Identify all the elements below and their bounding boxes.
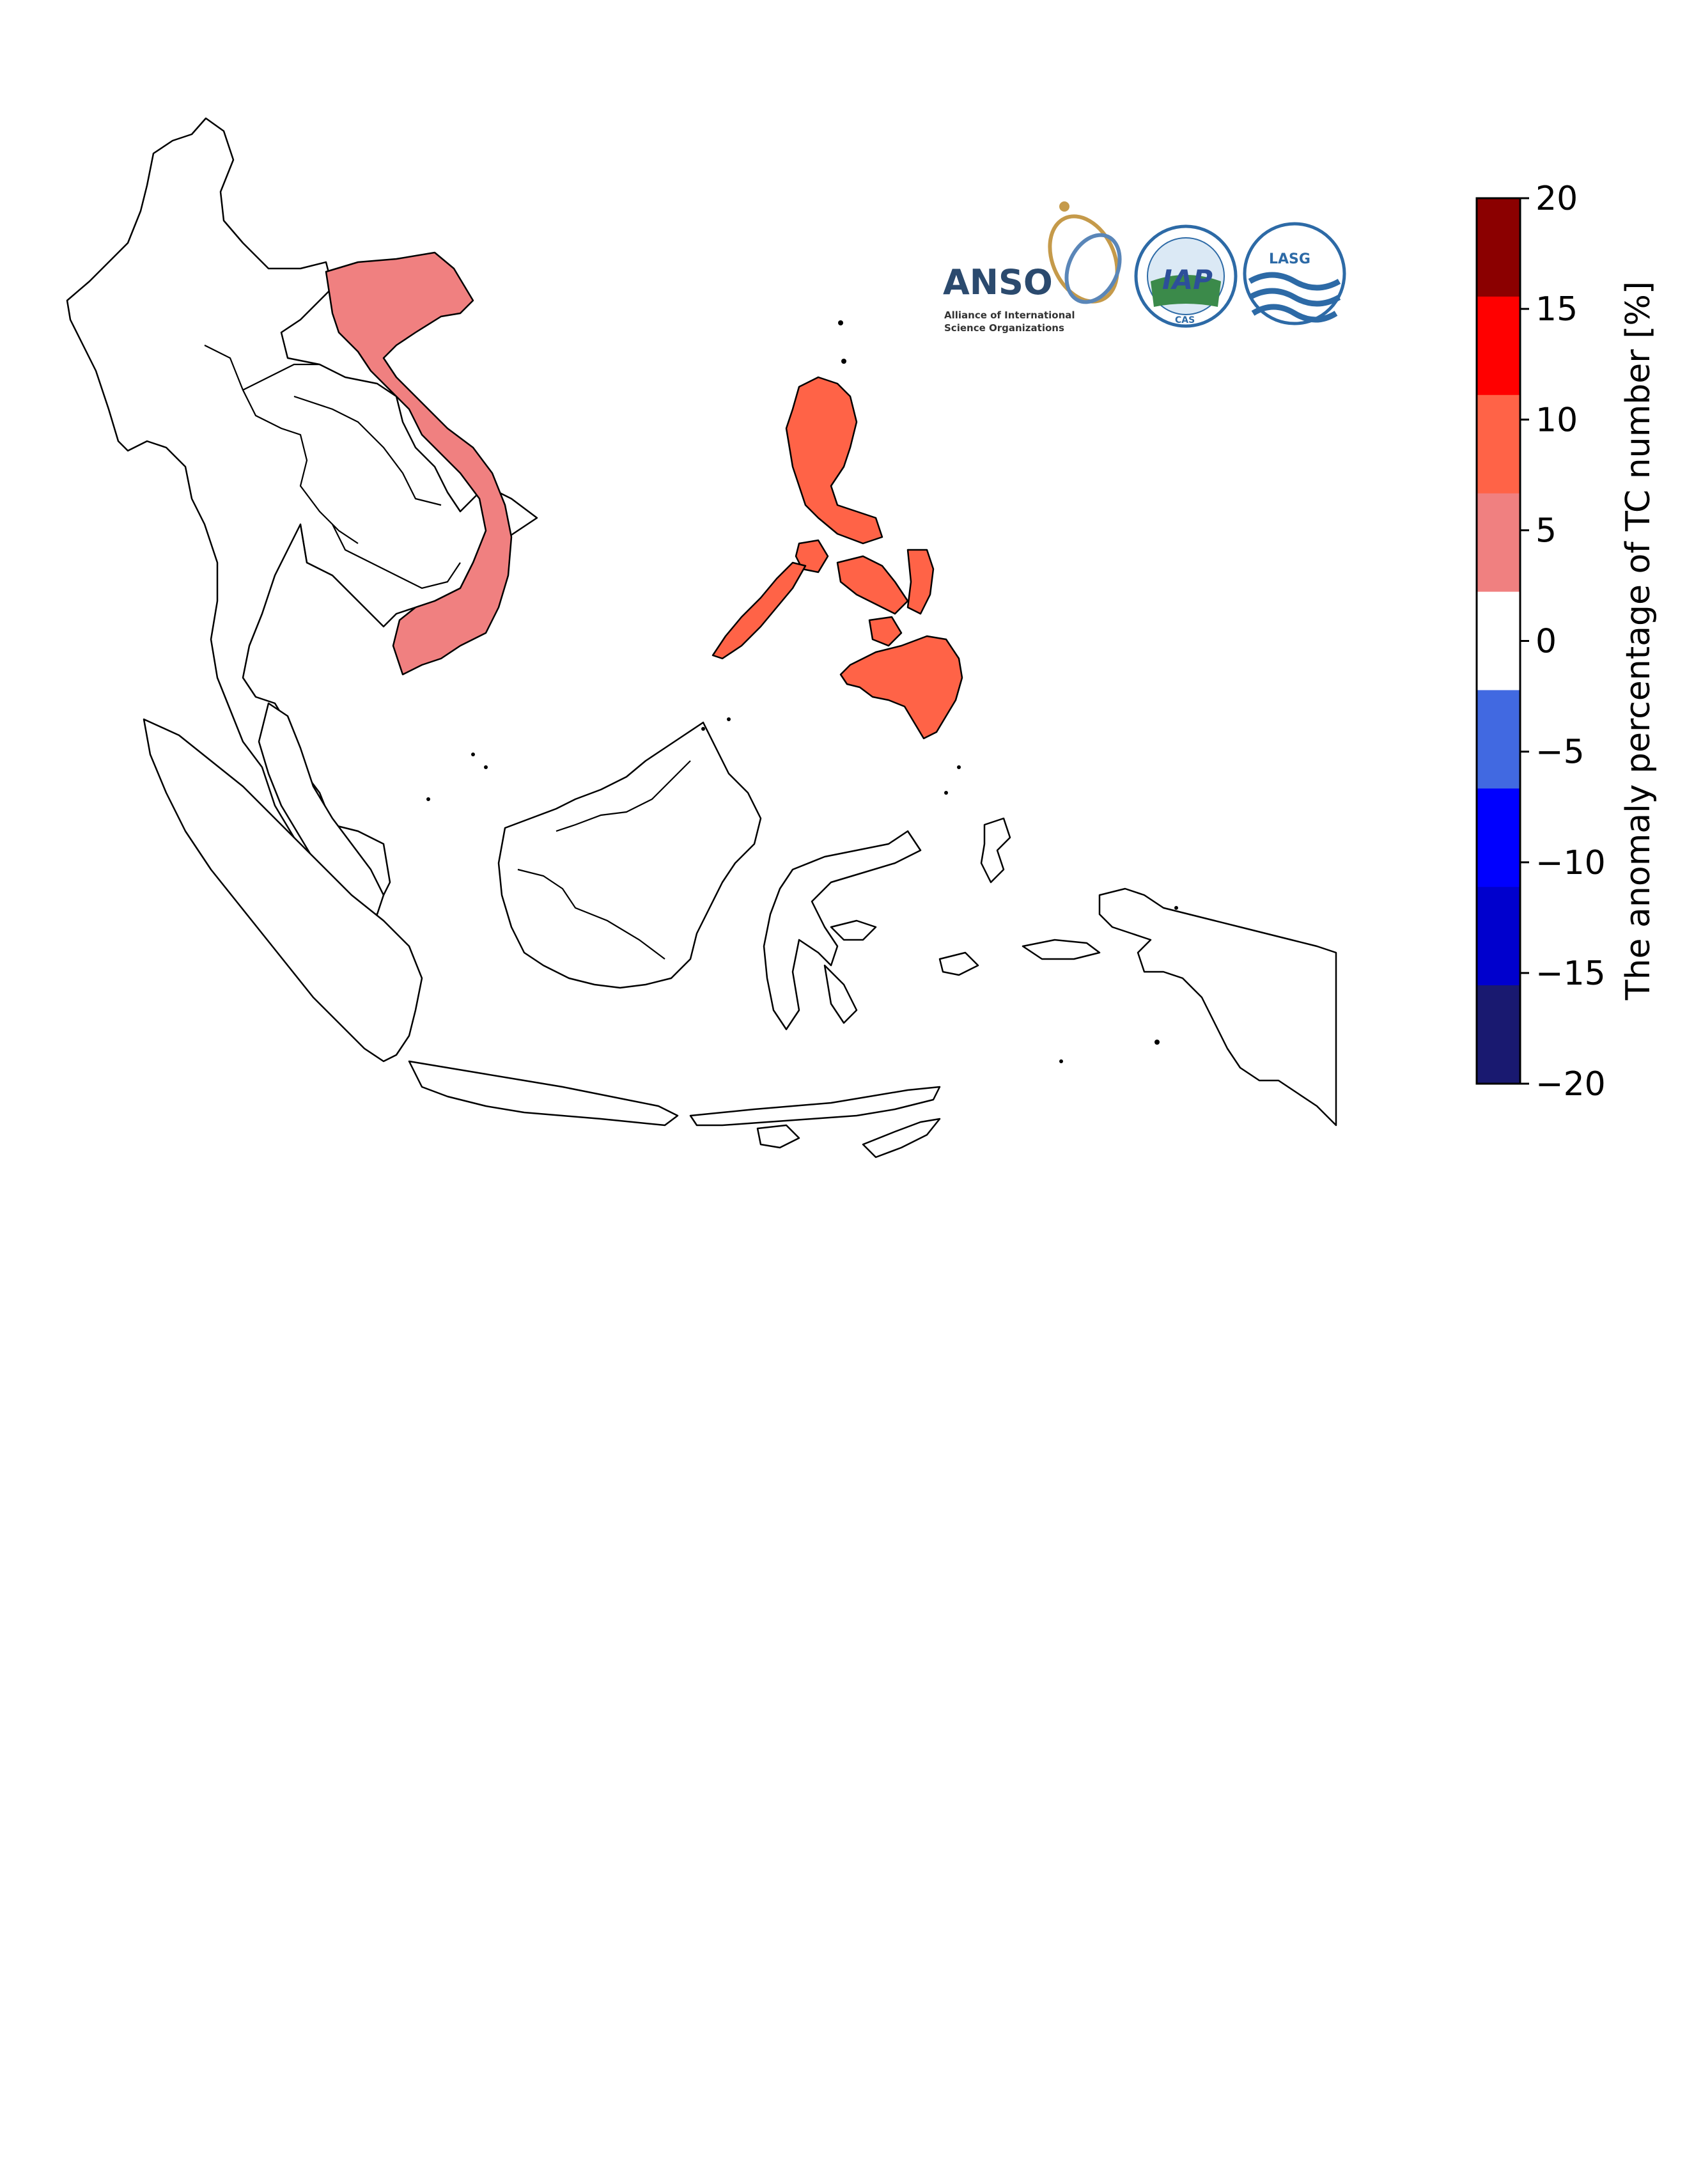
small-islands [426, 320, 1178, 1063]
anso-logo: ANSO Alliance of International Science O… [943, 201, 1122, 334]
colorbar-bin [1477, 493, 1520, 593]
sulawesi-land [763, 830, 922, 1031]
sumatra-land [143, 718, 423, 1063]
region-vietnam [325, 251, 513, 676]
lasg-name: LASG [1269, 251, 1310, 267]
colorbar-tick-label: 10 [1535, 401, 1578, 439]
seram-land [1022, 939, 1101, 960]
new-guinea-land [1098, 887, 1337, 1127]
colorbar: 20 15 10 5 0 −5 −10 −15 −20 The anomaly percenta… [1475, 180, 1658, 1104]
colorbar-bin [1477, 985, 1520, 1084]
colorbar-tick-label: −10 [1535, 844, 1606, 882]
region-philippines [711, 376, 963, 740]
borneo-borders [517, 760, 691, 960]
mindoro-land [795, 539, 829, 573]
mainland-land [66, 117, 538, 916]
iap-logo: IAP CAS [1134, 224, 1238, 328]
lesser-sunda-land [689, 1086, 941, 1127]
anso-subtitle-2: Science Organizations [944, 322, 1064, 334]
colorbar-bins [1477, 198, 1520, 1084]
southeast-asia-map [66, 117, 1337, 1158]
lasg-logo: LASG [1243, 222, 1346, 325]
country-borders [204, 345, 461, 602]
colorbar-tick-label: −5 [1535, 733, 1585, 772]
luzon-land [785, 376, 883, 545]
colorbar-bin [1477, 788, 1520, 887]
java-land [408, 1060, 679, 1127]
samar-leyte-land [906, 549, 935, 615]
mindanao-land [839, 635, 963, 740]
colorbar-bin [1477, 394, 1520, 494]
colorbar-tick-label: 5 [1535, 511, 1557, 550]
colorbar-tick-label: 15 [1535, 290, 1578, 329]
colorbar-tick-label: 0 [1535, 623, 1557, 661]
halmahera-land [980, 817, 1011, 884]
colorbar-bin [1477, 591, 1520, 690]
colorbar-tick-label: −20 [1535, 1065, 1606, 1104]
colorbar-tick-label: −15 [1535, 955, 1606, 993]
iap-name: IAP [1162, 264, 1213, 295]
borneo-land [497, 721, 762, 989]
colorbar-bin [1477, 887, 1520, 986]
colorbar-label: The anomaly percentage of TC number [%] [1619, 281, 1658, 1001]
timor-land [862, 1118, 941, 1158]
colorbar-ticks: 20 15 10 5 0 −5 −10 −15 −20 [1520, 180, 1606, 1104]
visayas-land [836, 555, 909, 647]
malay-peninsula-land [258, 702, 385, 916]
logos: ANSO Alliance of International Science O… [943, 201, 1346, 334]
colorbar-bin [1477, 198, 1520, 297]
colorbar-bin [1477, 296, 1520, 396]
iap-bottom: CAS [1175, 315, 1195, 325]
buru-land [938, 951, 979, 976]
colorbar-tick-label: 20 [1535, 180, 1578, 218]
anso-name: ANSO [943, 262, 1053, 302]
colorbar-bin [1477, 690, 1520, 789]
sumba-land [756, 1124, 800, 1149]
palawan-land [711, 561, 807, 660]
anso-subtitle-1: Alliance of International [944, 309, 1075, 321]
